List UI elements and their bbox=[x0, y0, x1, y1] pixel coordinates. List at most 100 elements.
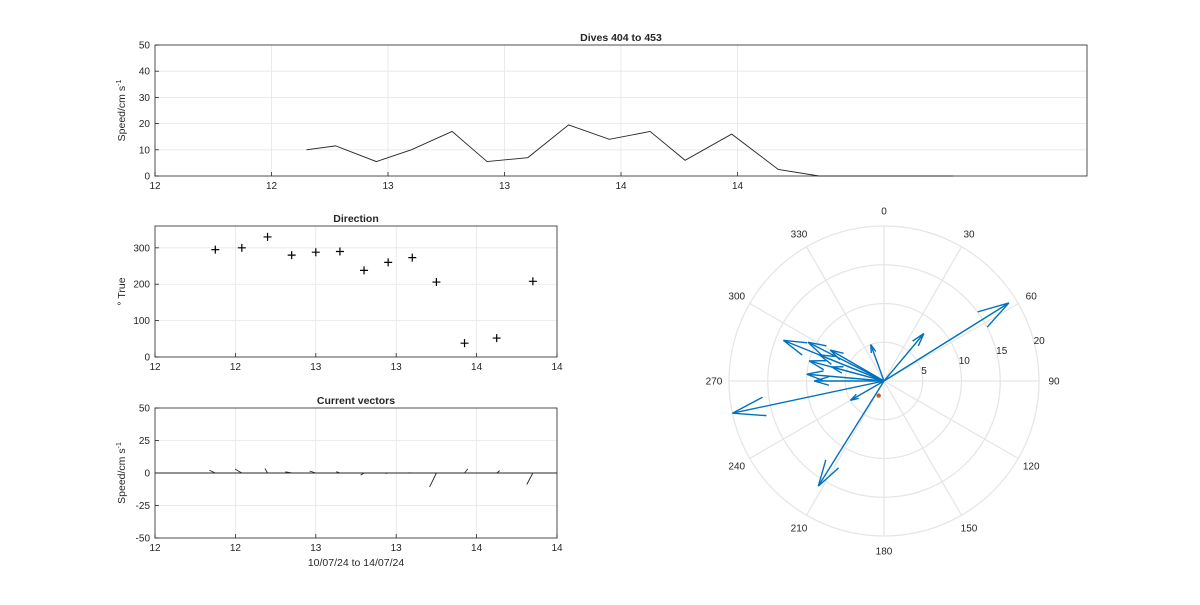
direction-point bbox=[360, 266, 369, 275]
vectors-title: Current vectors bbox=[317, 395, 395, 407]
compass-arrowhead bbox=[870, 344, 873, 354]
compass-angle-label: 90 bbox=[1048, 377, 1060, 388]
current-vector bbox=[496, 470, 501, 474]
compass-spoke bbox=[883, 380, 1019, 460]
vectors-xtick-label: 14 bbox=[551, 543, 563, 554]
direction-point bbox=[432, 278, 441, 287]
direction-point bbox=[211, 245, 220, 254]
compass-arrowhead bbox=[732, 412, 767, 417]
current-vector bbox=[209, 469, 216, 474]
speed-title: Dives 404 to 453 bbox=[580, 32, 662, 44]
compass-spoke bbox=[805, 380, 885, 516]
compass-angle-label: 330 bbox=[791, 229, 808, 240]
current-vector bbox=[336, 471, 341, 474]
speed-ytick-label: 10 bbox=[139, 145, 151, 156]
current-vector bbox=[264, 468, 268, 474]
compass-angle-label: 180 bbox=[876, 547, 893, 558]
vectors-ytick-label: -25 bbox=[136, 501, 151, 512]
compass-arrowhead bbox=[977, 302, 1010, 313]
speed-ytick-label: 20 bbox=[139, 119, 151, 130]
compass-spoke bbox=[805, 246, 885, 382]
compass-arrowhead bbox=[817, 467, 840, 487]
speed-ylabel: Speed/cm s-1 bbox=[116, 80, 128, 142]
compass-angle-label: 210 bbox=[791, 524, 808, 535]
current-vector bbox=[360, 472, 365, 476]
direction-axes: 12 12 13 13 14 14 0 100 200 300 Direction ° True bbox=[116, 213, 563, 373]
compass-radius-label: 20 bbox=[1034, 336, 1046, 347]
compass-arrowhead bbox=[818, 354, 832, 365]
compass-arrow bbox=[817, 380, 885, 487]
compass-arrowhead bbox=[807, 341, 827, 347]
direction-point bbox=[287, 251, 296, 260]
current-vector bbox=[526, 472, 534, 485]
compass-radius-label: 10 bbox=[959, 356, 971, 367]
compass-arrowhead bbox=[806, 370, 824, 375]
vectors-ytick-label: -50 bbox=[136, 534, 151, 545]
compass-arrow bbox=[883, 333, 925, 382]
direction-ytick-label: 100 bbox=[133, 316, 150, 327]
compass-angle-label: 300 bbox=[728, 292, 745, 303]
speed-xtick-label: 13 bbox=[499, 181, 511, 192]
compass-arrowhead bbox=[806, 373, 823, 382]
vectors-xtick-label: 12 bbox=[149, 543, 161, 554]
direction-ytick-label: 300 bbox=[133, 243, 150, 254]
current-vector bbox=[464, 468, 469, 474]
compass-arrowhead bbox=[819, 354, 835, 358]
compass-arrow bbox=[831, 366, 885, 382]
direction-point bbox=[335, 247, 344, 256]
direction-ytick-label: 200 bbox=[133, 280, 150, 291]
compass-radius-label: 15 bbox=[996, 346, 1008, 357]
compass-arrowhead bbox=[817, 459, 827, 487]
compass-arrow bbox=[807, 341, 885, 382]
vectors-ytick-label: 50 bbox=[139, 404, 151, 415]
speed-xtick-label: 14 bbox=[732, 181, 744, 192]
speed-xtick-label: 14 bbox=[615, 181, 627, 192]
compass-angle-label: 150 bbox=[961, 524, 978, 535]
current-vector bbox=[285, 471, 292, 474]
compass-radius-label: 5 bbox=[921, 366, 927, 377]
compass-arrowhead bbox=[783, 339, 808, 344]
compass-arrowhead bbox=[831, 366, 843, 374]
compass-angle-label: 0 bbox=[881, 207, 887, 218]
compass-arrow bbox=[806, 373, 885, 382]
vectors-ylabel: Speed/cm s-1 bbox=[116, 442, 128, 504]
compass-arrowhead bbox=[850, 397, 859, 402]
speed-ytick-label: 40 bbox=[139, 67, 151, 78]
compass-arrowhead bbox=[986, 302, 1010, 328]
compass-axes: 0 30 60 90 120 150 180 210 240 270 300 330 5 10 15 20 bbox=[706, 207, 1060, 558]
compass-arrow bbox=[883, 302, 1010, 382]
direction-point bbox=[528, 277, 537, 286]
direction-point bbox=[408, 253, 417, 262]
direction-title: Direction bbox=[333, 213, 379, 225]
speed-ytick-label: 50 bbox=[139, 41, 151, 52]
compass-arrowhead bbox=[917, 333, 925, 347]
speed-ytick-label: 30 bbox=[139, 93, 151, 104]
vectors-ytick-label: 25 bbox=[139, 436, 151, 447]
direction-point bbox=[460, 339, 469, 348]
direction-xtick-label: 14 bbox=[551, 362, 563, 373]
direction-xtick-label: 13 bbox=[310, 362, 322, 373]
compass-angle-label: 120 bbox=[1023, 462, 1040, 473]
compass-spoke bbox=[883, 246, 963, 382]
speed-ytick-label: 0 bbox=[144, 172, 150, 183]
vectors-xlabel: 10/07/24 to 14/07/24 bbox=[308, 557, 404, 569]
compass-arrow bbox=[870, 344, 885, 382]
speed-xtick-label: 12 bbox=[149, 181, 161, 192]
direction-point bbox=[263, 232, 272, 241]
direction-xtick-label: 14 bbox=[471, 362, 483, 373]
direction-point bbox=[237, 243, 246, 252]
compass-arrowhead bbox=[814, 380, 830, 386]
compass-arrowhead bbox=[807, 341, 823, 356]
speed-xtick-label: 13 bbox=[382, 181, 394, 192]
speed-axes: 12 12 13 13 14 14 0 10 20 30 40 50 Dives 404 to 453… bbox=[116, 32, 1088, 192]
speed-xtick-label: 12 bbox=[266, 181, 278, 192]
compass-arrow bbox=[732, 380, 885, 414]
compass-arrowhead bbox=[808, 360, 825, 371]
compass-arrowhead bbox=[782, 339, 803, 356]
vectors-xtick-label: 13 bbox=[310, 543, 322, 554]
compass-arrowhead bbox=[732, 396, 763, 414]
current-vector bbox=[429, 472, 437, 488]
speed-line bbox=[306, 124, 954, 177]
